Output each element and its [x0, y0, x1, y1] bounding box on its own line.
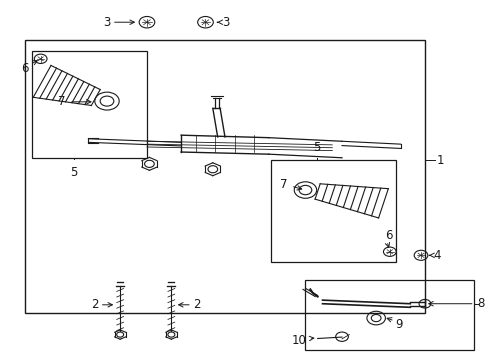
Text: 5: 5 — [312, 141, 320, 154]
Text: 7: 7 — [280, 178, 287, 191]
Text: 6: 6 — [21, 62, 28, 75]
Text: 9: 9 — [395, 318, 402, 331]
Bar — [271, 160, 395, 262]
Text: 10: 10 — [291, 334, 306, 347]
Bar — [305, 280, 473, 350]
Bar — [25, 40, 424, 313]
Text: 4: 4 — [433, 249, 440, 262]
Bar — [32, 51, 147, 158]
Text: 8: 8 — [477, 297, 484, 310]
Text: 6: 6 — [384, 229, 392, 242]
Text: 2: 2 — [91, 298, 98, 311]
Text: 7: 7 — [58, 95, 65, 108]
Text: 5: 5 — [70, 166, 78, 179]
Text: 3: 3 — [103, 16, 110, 29]
Text: 1: 1 — [436, 154, 444, 167]
Text: 2: 2 — [193, 298, 201, 311]
Text: 3: 3 — [222, 16, 229, 29]
